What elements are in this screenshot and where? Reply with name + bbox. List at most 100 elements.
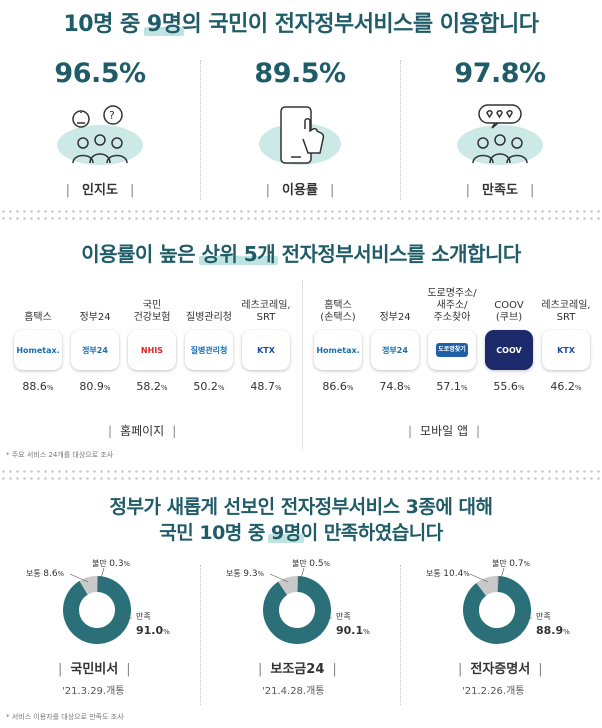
- label-normal: 보통 9.3%: [226, 569, 264, 579]
- service-value: 57.1%: [436, 380, 468, 393]
- leader-line: [299, 567, 305, 583]
- stat-value: 96.5%: [54, 58, 146, 89]
- service-name: COOV (쿠브): [494, 300, 524, 323]
- leader-line: [269, 573, 289, 583]
- service-logo-icon: 도로명찾기: [428, 330, 476, 370]
- group-label-mobile: 모바일 앱: [400, 422, 488, 439]
- title-highlight: 9명: [271, 522, 301, 544]
- people-heart-icon: [457, 103, 543, 167]
- donut-svg: [63, 567, 132, 644]
- service-value: 86.6%: [322, 380, 354, 393]
- section1-title: 10명 중 9명의 국민이 전자정부서비스를 이용합니다: [0, 6, 602, 38]
- service-logo-icon: KTX: [242, 330, 290, 370]
- service-value: 46.2%: [550, 380, 582, 393]
- label-normal: 보통 8.6%: [26, 569, 64, 579]
- footnote: * 서비스 이용자를 대상으로 만족도 조사: [6, 713, 124, 721]
- label-satisfied: 만족 90.1%: [336, 612, 370, 637]
- service-logo-icon: Hometax.: [314, 330, 362, 370]
- title-text: 10명 중: [63, 12, 147, 37]
- service-name: 보조금24: [250, 658, 345, 677]
- title-text: 이 만족하였습니다: [300, 522, 443, 544]
- stat-satisfaction: 97.8% 만족도: [400, 58, 600, 198]
- leader-line: [469, 573, 489, 583]
- donut-slice-normal: [278, 576, 298, 596]
- launch-date: '21.2.26.개통: [462, 686, 525, 697]
- leader-line: [99, 567, 105, 583]
- service-item: 정부24 정부24 74.8%: [367, 286, 423, 393]
- service-item: 레츠코레일, SRT KTX 48.7%: [238, 286, 294, 393]
- title-highlight: 상위 5개: [201, 242, 276, 266]
- divider: [400, 565, 401, 705]
- service-logo-icon: 정부24: [371, 330, 419, 370]
- service-value: 58.2%: [136, 380, 168, 393]
- service-logo-icon: Hometax.: [14, 330, 62, 370]
- title-text: 이용률이 높은: [81, 242, 202, 266]
- label-unsatisfied: 불만 0.3%: [92, 559, 130, 569]
- leader-line: [499, 567, 505, 583]
- service-value: 80.9%: [79, 380, 111, 393]
- donut-slice-satisfied: [463, 576, 531, 644]
- service-value: 50.2%: [193, 380, 225, 393]
- leader-line: [69, 573, 89, 583]
- service-logo-icon: KTX: [542, 330, 590, 370]
- service-name: 전자증명서: [450, 658, 551, 677]
- divider: [200, 60, 201, 200]
- stat-value: 97.8%: [454, 58, 546, 89]
- donut-slice-normal: [476, 576, 498, 597]
- service-value: 88.6%: [22, 380, 54, 393]
- launch-date: '21.3.29.개통: [62, 686, 125, 697]
- service-name: 도로명주소/ 새주소/ 주소찾아: [427, 288, 477, 323]
- service-item: COOV (쿠브) COOV 55.6%: [481, 286, 537, 393]
- divider: [200, 565, 201, 705]
- stat-awareness: 96.5% ? 인지도: [0, 58, 200, 198]
- dot-separator: [0, 208, 602, 222]
- service-value: 55.6%: [493, 380, 525, 393]
- label-unsatisfied: 불만 0.7%: [492, 559, 530, 569]
- title-highlight: 9명: [146, 12, 182, 37]
- label-satisfied: 만족 91.0%: [136, 612, 170, 637]
- stat-label: 인지도: [0, 179, 200, 198]
- stat-label: 이용률: [200, 179, 400, 198]
- title-text: 의 국민이 전자정부서비스를 이용합니다: [181, 12, 539, 37]
- donut-slice-satisfied: [263, 576, 331, 644]
- service-name: 국민 건강보험: [133, 300, 171, 323]
- service-item: 질병관리청 질병관리청 50.2%: [181, 286, 237, 393]
- title-text: 전자정부서비스를 소개합니다: [275, 242, 522, 266]
- section2-title: 이용률이 높은 상위 5개 전자정부서비스를 소개합니다: [0, 238, 602, 267]
- service-name: 레츠코레일, SRT: [541, 300, 591, 323]
- donut-slice-normal: [79, 576, 98, 595]
- service-logo-icon: 질병관리청: [185, 330, 233, 370]
- service-name: 홈택스 (손택스): [320, 300, 356, 323]
- footnote: * 주요 서비스 24개를 대상으로 조사: [6, 451, 114, 459]
- service-name: 레츠코레일, SRT: [241, 300, 291, 323]
- people-question-icon: ?: [57, 103, 143, 167]
- service-logo-icon: NHIS: [128, 330, 176, 370]
- service-item: 국민 건강보험 NHIS 58.2%: [124, 286, 180, 393]
- service-value: 48.7%: [250, 380, 282, 393]
- stat-label: 만족도: [400, 179, 600, 198]
- stat-value: 89.5%: [254, 58, 346, 89]
- label-satisfied: 만족 88.9%: [536, 612, 570, 637]
- service-name: 질병관리청: [186, 312, 232, 323]
- donut-svg: [463, 567, 532, 644]
- service-value: 74.8%: [379, 380, 411, 393]
- divider: [400, 60, 401, 200]
- donut-svg: [263, 567, 332, 644]
- svg-text:?: ?: [109, 109, 115, 122]
- donut-slice-satisfied: [63, 576, 131, 644]
- section3-title: 정부가 새롭게 선보인 전자정부서비스 3종에 대해 국민 10명 중 9명이 …: [0, 494, 602, 546]
- divider: [302, 280, 303, 450]
- title-text: 정부가 새롭게 선보인 전자정부서비스 3종에 대해: [109, 496, 493, 518]
- service-logo-icon: 정부24: [71, 330, 119, 370]
- service-name: 국민비서: [50, 658, 139, 677]
- service-name: 정부24: [79, 312, 111, 323]
- service-item: 홈택스 Hometax. 88.6%: [10, 286, 66, 393]
- hand-phone-icon: [257, 103, 343, 167]
- stat-usage: 89.5% 이용률: [200, 58, 400, 198]
- service-logo-icon: COOV: [485, 330, 533, 370]
- group-label-web: 홈페이지: [100, 422, 184, 439]
- label-normal: 보통 10.4%: [426, 569, 470, 579]
